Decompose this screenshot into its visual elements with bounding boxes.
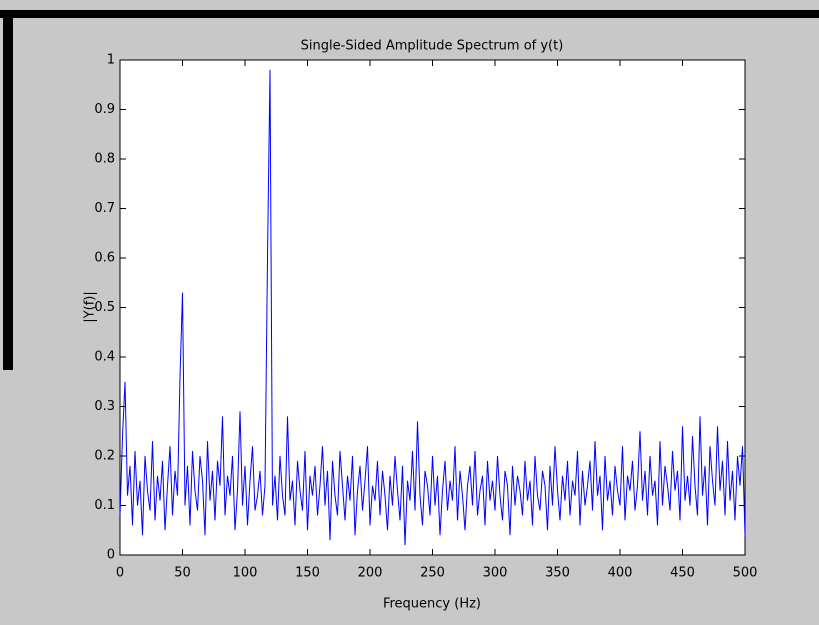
x-tick-label: 0 <box>116 566 124 581</box>
y-tick-label: 0.1 <box>94 498 115 513</box>
y-axis-label: |Y(f)| <box>83 291 98 322</box>
x-tick-label: 450 <box>670 566 695 581</box>
x-tick-label: 250 <box>420 566 445 581</box>
x-tick-label: 500 <box>733 566 758 581</box>
y-tick-label: 0.3 <box>94 399 115 414</box>
y-tick-label: 0.2 <box>94 449 115 464</box>
y-tick-label: 0.9 <box>94 102 115 117</box>
x-tick-label: 400 <box>608 566 633 581</box>
y-tick-label: 0.7 <box>94 201 115 216</box>
window-border-top <box>0 10 819 18</box>
data-line <box>119 69 746 546</box>
x-axis-label: Frequency (Hz) <box>383 597 481 612</box>
window-border-left <box>3 10 13 370</box>
x-tick-label: 350 <box>545 566 570 581</box>
x-tick-label: 100 <box>233 566 258 581</box>
chart-title: Single-Sided Amplitude Spectrum of y(t) <box>301 39 564 54</box>
y-tick-label: 1 <box>107 53 115 68</box>
x-tick-label: 50 <box>174 566 191 581</box>
x-tick-label: 200 <box>358 566 383 581</box>
x-tick-label: 300 <box>483 566 508 581</box>
y-tick-label: 0.8 <box>94 152 115 167</box>
y-tick-label: 0.6 <box>94 251 115 266</box>
y-tick-label: 0.4 <box>94 350 115 365</box>
y-tick-label: 0.5 <box>94 300 115 315</box>
x-tick-label: 150 <box>295 566 320 581</box>
y-tick-label: 0 <box>107 548 115 563</box>
